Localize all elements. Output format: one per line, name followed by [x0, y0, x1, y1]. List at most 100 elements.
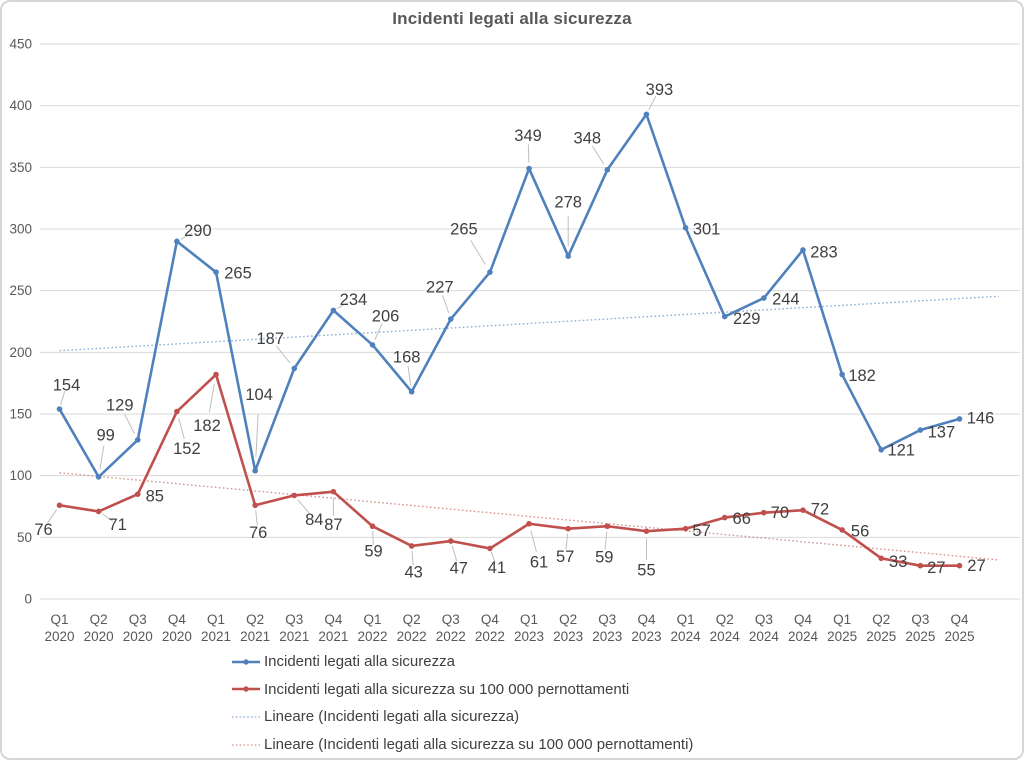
data-point-marker [917, 562, 924, 569]
data-point-marker [565, 253, 571, 259]
x-tick-label: Q4 [324, 612, 343, 627]
label-leader-line [442, 295, 450, 314]
data-label: 87 [324, 516, 342, 534]
data-label: 104 [245, 386, 273, 404]
label-leader-line [451, 545, 458, 562]
x-tick-label: Q1 [677, 612, 695, 627]
x-tick-label: Q1 [520, 612, 538, 627]
x-tick-label: 2025 [944, 629, 974, 644]
data-point-marker [682, 224, 689, 231]
data-point-marker [56, 406, 63, 412]
x-tick-label: Q2 [716, 612, 734, 627]
data-label: 234 [340, 291, 368, 309]
x-tick-label: 2021 [279, 629, 309, 644]
data-point-marker [721, 313, 728, 320]
data-point-marker [487, 545, 493, 552]
y-tick-label: 50 [17, 530, 32, 545]
data-label: 41 [488, 559, 506, 577]
x-tick-label: Q1 [207, 612, 225, 627]
data-label: 76 [249, 524, 267, 542]
data-label: 57 [692, 522, 710, 540]
data-label: 61 [530, 553, 548, 571]
data-point-marker [878, 446, 885, 453]
data-point-marker [213, 371, 219, 378]
data-point-marker [408, 543, 415, 549]
data-label: 206 [372, 307, 400, 325]
chart-title: Incidenti legati alla sicurezza [392, 9, 632, 28]
y-tick-label: 150 [9, 407, 32, 422]
label-leader-line [336, 301, 349, 309]
x-tick-label: 2020 [84, 629, 114, 644]
data-label: 290 [184, 222, 212, 240]
legend-label: Lineare (Incidenti legati alla sicurezza… [264, 736, 694, 754]
data-label: 182 [193, 417, 221, 435]
x-tick-label: 2022 [475, 629, 505, 644]
x-tick-label: 2025 [866, 629, 896, 644]
x-tick-label: 2025 [827, 629, 857, 644]
data-label: 152 [173, 440, 201, 458]
data-label: 348 [574, 129, 602, 147]
label-leader-line [255, 510, 258, 526]
label-leader-line [490, 551, 496, 563]
legend-item: Incidenti legati alla sicurezza [231, 648, 693, 676]
x-tick-label: Q2 [872, 612, 890, 627]
data-label: 66 [733, 510, 751, 528]
x-tick-label: 2024 [710, 629, 741, 644]
data-point-marker [604, 167, 611, 173]
data-label: 168 [393, 348, 421, 366]
data-point-marker [761, 295, 767, 301]
label-leader-line [123, 413, 135, 434]
data-label: 55 [637, 562, 655, 580]
label-leader-line [648, 95, 657, 111]
data-point-marker [526, 520, 532, 527]
x-tick-label: 2020 [123, 629, 153, 644]
data-point-marker [878, 555, 885, 562]
x-tick-label: Q4 [481, 612, 500, 627]
data-label: 349 [514, 127, 542, 145]
data-label: 59 [595, 549, 613, 567]
data-label: 182 [848, 367, 876, 385]
x-tick-label: 2023 [553, 629, 583, 644]
data-point-marker [565, 525, 571, 532]
data-point-marker [643, 111, 650, 118]
data-label: 84 [305, 511, 323, 529]
trendline [59, 472, 999, 561]
data-point-marker [291, 365, 298, 372]
label-leader-line [374, 323, 383, 340]
data-label: 229 [733, 310, 761, 328]
data-point-marker [95, 474, 102, 480]
x-tick-label: 2023 [514, 629, 544, 644]
data-point-marker [917, 427, 924, 433]
data-point-marker [174, 408, 180, 415]
x-tick-label: Q3 [911, 612, 929, 627]
x-tick-label: 2023 [592, 629, 622, 644]
x-tick-label: 2022 [358, 629, 388, 644]
x-tick-label: 2024 [671, 629, 702, 644]
data-label: 278 [554, 194, 582, 212]
label-leader-line [178, 418, 185, 440]
x-tick-label: Q2 [246, 612, 264, 627]
x-tick-label: 2020 [162, 629, 192, 644]
data-label: 33 [889, 553, 907, 571]
data-label: 244 [772, 291, 800, 309]
data-label: 265 [450, 221, 478, 239]
label-leader-line [47, 509, 58, 524]
data-point-marker [174, 238, 180, 245]
x-tick-label: Q4 [168, 612, 187, 627]
legend: Incidenti legati alla sicurezza Incidenti… [231, 648, 693, 758]
legend-label: Incidenti legati alla sicurezza [264, 653, 455, 671]
x-tick-label: 2022 [397, 629, 427, 644]
data-label: 71 [108, 516, 126, 534]
label-leader-line [527, 144, 530, 163]
label-leader-line [276, 345, 291, 364]
x-tick-label: 2020 [44, 629, 74, 644]
data-label: 27 [967, 557, 985, 575]
data-point-marker [643, 528, 650, 534]
data-label: 187 [257, 330, 285, 348]
data-label: 43 [404, 563, 422, 581]
data-point-marker [252, 502, 258, 509]
data-point-marker [800, 247, 806, 253]
data-point-marker [134, 437, 141, 443]
y-tick-label: 300 [9, 222, 32, 237]
